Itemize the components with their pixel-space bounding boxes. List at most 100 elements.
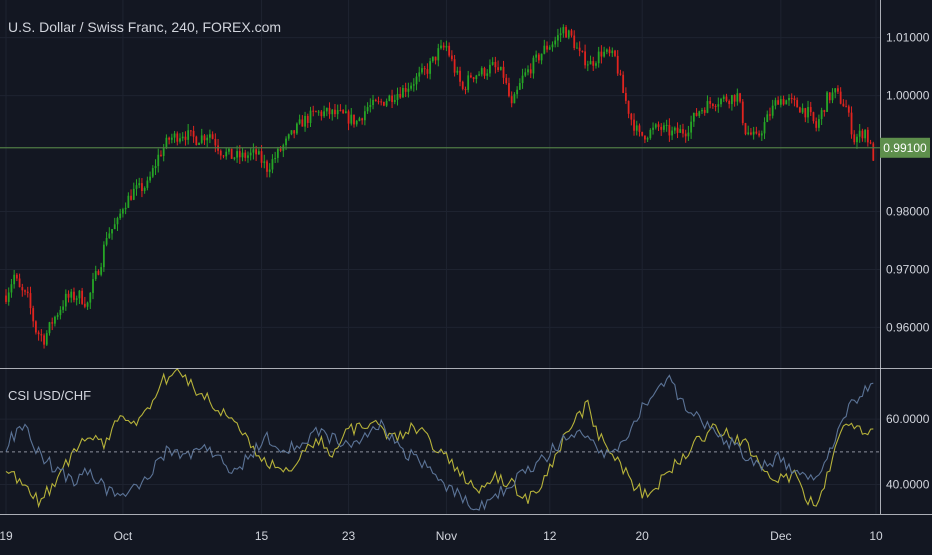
price-candle — [320, 110, 323, 121]
price-candle — [268, 163, 271, 178]
price-candle — [415, 73, 418, 91]
price-candle — [404, 82, 407, 98]
price-candle — [304, 111, 306, 132]
price-candle — [690, 115, 693, 139]
price-candle — [309, 106, 312, 128]
price-candle — [230, 148, 233, 159]
price-candle — [586, 60, 589, 72]
price-y-tick-label: 0.96000 — [886, 320, 930, 334]
price-candle — [18, 273, 21, 288]
price-candle — [818, 114, 820, 132]
price-candle — [456, 66, 459, 75]
price-candle — [393, 94, 396, 105]
price-candle — [170, 133, 173, 144]
price-candle — [774, 97, 777, 110]
price-candle — [616, 50, 619, 76]
price-candle — [257, 148, 260, 155]
price-candle — [720, 97, 722, 108]
price-candle — [233, 156, 236, 161]
price-candle — [168, 136, 171, 145]
price-candle — [747, 125, 750, 136]
price-candle — [363, 105, 366, 126]
price-candle — [565, 25, 567, 38]
x-tick-label: Oct — [114, 529, 133, 543]
price-candle — [388, 94, 391, 102]
csi-y-tick-label: 40.0000 — [886, 478, 930, 492]
price-candle — [73, 287, 75, 303]
price-candle — [614, 49, 616, 58]
price-candle — [679, 124, 682, 133]
price-candle — [347, 109, 350, 131]
price-candle — [271, 154, 274, 174]
price-candle — [793, 95, 796, 107]
price-candle — [853, 130, 856, 145]
price-candle — [222, 154, 225, 159]
price-candle — [334, 103, 336, 118]
price-candle — [421, 63, 423, 75]
price-candle — [423, 65, 426, 76]
price-candle — [453, 54, 456, 77]
price-candle — [671, 126, 673, 140]
price-candle — [276, 146, 279, 163]
price-candle — [763, 117, 766, 140]
price-candle — [464, 86, 467, 95]
price-candle — [141, 178, 143, 198]
price-candle — [809, 101, 812, 117]
price-candle — [195, 135, 198, 146]
price-candle — [383, 101, 385, 107]
price-candle — [608, 46, 611, 57]
price-candle — [731, 94, 733, 111]
price-candle — [502, 60, 505, 85]
price-candle — [296, 122, 298, 135]
price-candle — [815, 117, 818, 132]
price-candle — [513, 92, 516, 104]
price-candle — [54, 315, 56, 327]
price-candle — [744, 122, 747, 136]
price-candle — [206, 134, 209, 148]
price-candle — [83, 296, 86, 309]
price-candle — [355, 119, 358, 127]
price-candle — [864, 129, 867, 143]
price-candle — [266, 159, 268, 178]
price-candle — [181, 132, 184, 142]
price-candle — [733, 94, 736, 107]
price-candle — [750, 128, 752, 136]
price-candle — [399, 87, 402, 99]
price-candle — [78, 289, 81, 304]
price-candle — [837, 85, 839, 94]
price-candle — [779, 95, 782, 108]
price-candle — [67, 290, 70, 303]
price-candle — [668, 118, 671, 142]
price-candle — [198, 142, 200, 146]
price-candle — [358, 116, 361, 122]
price-candle — [13, 269, 16, 289]
price-candle — [24, 289, 26, 296]
price-candle — [494, 56, 497, 74]
price-candle — [214, 133, 217, 153]
price-candle — [709, 97, 712, 109]
price-candle — [771, 99, 774, 119]
price-candle — [116, 216, 119, 232]
price-candle — [644, 135, 646, 144]
price-candle — [81, 287, 84, 305]
price-candle — [801, 103, 804, 114]
price-candle — [695, 108, 698, 117]
price-candle — [657, 121, 660, 132]
price-candle — [499, 66, 502, 71]
price-candle — [111, 229, 113, 240]
price-candle — [755, 126, 758, 135]
price-candle — [510, 91, 513, 108]
price-candle — [437, 43, 440, 67]
price-candle — [559, 27, 562, 42]
grid-lines — [0, 0, 880, 514]
price-candle — [622, 71, 625, 94]
price-candle — [478, 71, 480, 77]
price-candle — [64, 289, 67, 311]
price-candle — [576, 42, 578, 49]
price-candle — [766, 110, 769, 123]
price-candle — [842, 99, 845, 107]
price-candle — [529, 63, 532, 78]
price-candle — [597, 46, 600, 68]
price-candle — [638, 123, 641, 137]
